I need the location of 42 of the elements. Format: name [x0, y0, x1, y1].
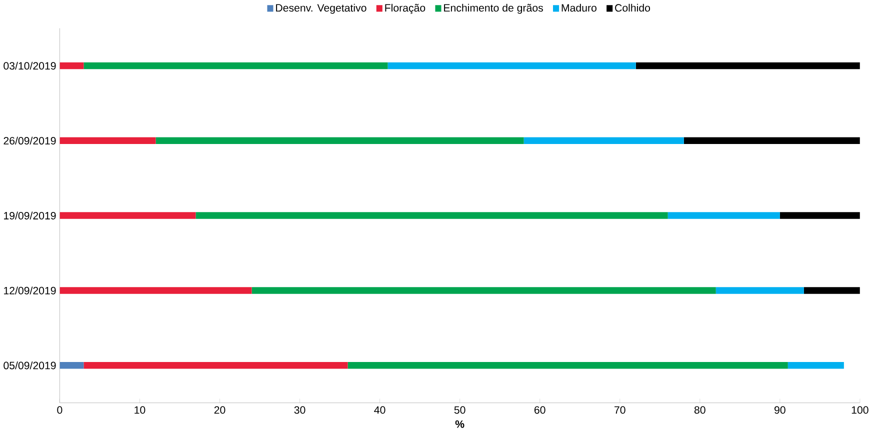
x-tick-label: 60	[534, 406, 546, 414]
bar	[668, 212, 780, 219]
bar	[252, 287, 716, 294]
x-tick-label: 10	[134, 406, 146, 414]
bar	[60, 212, 196, 219]
y-tick-label: 26/09/2019	[4, 136, 56, 145]
x-tick-label: 0	[57, 406, 62, 414]
bar	[84, 362, 348, 369]
bar	[60, 362, 84, 369]
x-tick-label: 100	[852, 406, 868, 414]
x-tick-label: 50	[454, 406, 466, 414]
bar	[348, 362, 788, 369]
legend-label: Enchimento de grãos	[444, 4, 543, 14]
bar	[388, 62, 636, 70]
bar	[804, 287, 860, 294]
bar	[524, 137, 684, 144]
bar	[156, 137, 524, 144]
bar	[636, 62, 860, 70]
x-axis-title: %	[455, 420, 464, 428]
x-tick-label: 20	[214, 406, 226, 414]
x-tick-label: 30	[294, 406, 306, 414]
y-tick-label: 12/09/2019	[4, 286, 56, 294]
legend-label: Maduro	[562, 4, 596, 12]
legend-label: Colhido	[615, 4, 650, 12]
y-tick-label: 19/09/2019	[4, 212, 56, 220]
y-tick-label: 05/09/2019	[4, 361, 56, 370]
bar	[84, 62, 388, 70]
legend-label: Desenv. Vegetativo	[276, 4, 366, 14]
legend-label: Floração	[385, 4, 426, 14]
x-tick-label: 40	[374, 406, 386, 414]
bar	[788, 362, 844, 369]
bar	[684, 137, 860, 144]
x-tick-label: 70	[614, 406, 626, 414]
bar	[60, 287, 252, 294]
x-tick-label: 90	[774, 406, 786, 414]
y-tick-label: 03/10/2019	[4, 62, 56, 70]
bar	[780, 212, 860, 219]
bar	[196, 212, 668, 219]
bar	[716, 287, 804, 294]
x-tick-label: 80	[694, 406, 706, 414]
bar	[60, 62, 84, 70]
bar	[60, 137, 156, 144]
